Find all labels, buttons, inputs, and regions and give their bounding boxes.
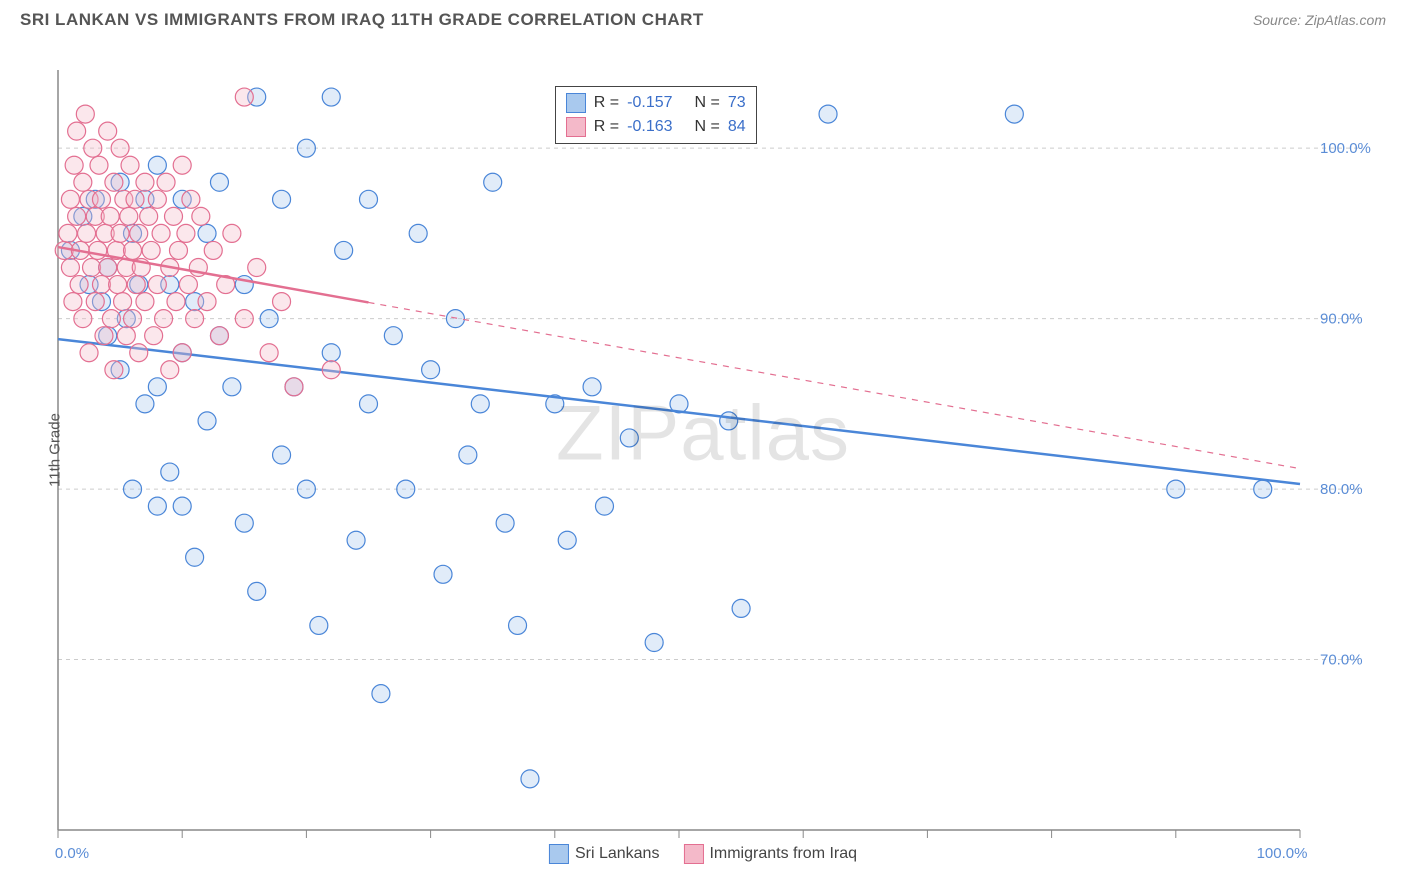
svg-text:100.0%: 100.0% xyxy=(1257,845,1308,862)
y-axis-label: 11th Grade xyxy=(46,413,63,487)
chart-title: SRI LANKAN VS IMMIGRANTS FROM IRAQ 11TH … xyxy=(20,10,704,30)
legend-item: Immigrants from Iraq xyxy=(683,844,857,864)
series-legend: Sri Lankans Immigrants from Iraq xyxy=(549,844,857,864)
scatter-plot-svg: 70.0% 80.0% 90.0% 100.0% 0.0% 100.0% xyxy=(0,30,1406,870)
source-label: Source: ZipAtlas.com xyxy=(1253,12,1386,28)
svg-text:80.0%: 80.0% xyxy=(1320,481,1363,498)
chart-area: 11th Grade ZIPatlas 70.0%80.0%90.0%100.0… xyxy=(0,30,1406,870)
svg-text:0.0%: 0.0% xyxy=(55,845,89,862)
legend-stat-row: R = -0.157N = 73 xyxy=(566,91,746,115)
svg-text:100.0%: 100.0% xyxy=(1320,140,1371,157)
svg-text:90.0%: 90.0% xyxy=(1320,311,1363,328)
svg-text:70.0%: 70.0% xyxy=(1320,652,1363,669)
correlation-legend: R = -0.157N = 73R = -0.163N = 84 xyxy=(555,86,757,144)
legend-item: Sri Lankans xyxy=(549,844,660,864)
legend-stat-row: R = -0.163N = 84 xyxy=(566,115,746,139)
